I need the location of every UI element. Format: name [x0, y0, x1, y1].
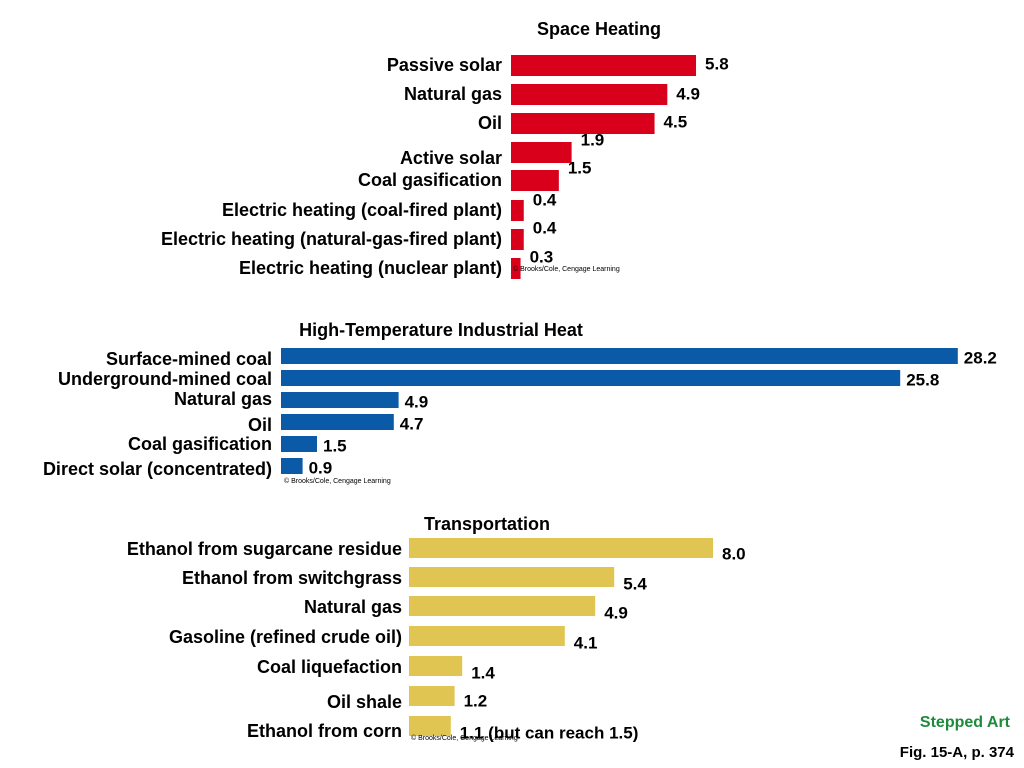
- category-label: Electric heating (natural-gas-fired plan…: [161, 229, 502, 249]
- chart-title: High-Temperature Industrial Heat: [299, 320, 583, 340]
- category-label: Ethanol from corn: [247, 721, 402, 741]
- category-label: Oil shale: [327, 692, 402, 712]
- bar: [409, 656, 463, 676]
- category-label: Natural gas: [404, 84, 502, 104]
- category-label: Gasoline (refined crude oil): [169, 627, 402, 647]
- value-label: 0.3: [530, 247, 554, 266]
- chart-title: Transportation: [424, 514, 550, 534]
- category-label: Ethanol from switchgrass: [182, 568, 402, 588]
- value-label: 1.5: [568, 158, 592, 177]
- category-label: Coal gasification: [128, 434, 272, 454]
- value-label: 1.5: [323, 436, 347, 455]
- bar: [511, 113, 655, 134]
- category-label: Oil: [248, 415, 272, 435]
- bar: [511, 55, 697, 76]
- category-label: Oil: [478, 113, 502, 133]
- category-label: Active solar: [400, 148, 502, 168]
- value-label: 1.9: [581, 130, 605, 149]
- value-label: 0.9: [309, 458, 333, 477]
- bar: [511, 170, 559, 191]
- value-label: 1.1 (but can reach 1.5): [460, 723, 639, 742]
- value-label: 4.5: [664, 112, 688, 131]
- bar: [409, 686, 455, 706]
- value-label: 1.4: [471, 663, 495, 682]
- category-label: Electric heating (coal-fired plant): [222, 200, 502, 220]
- copyright-credit: © Brooks/Cole, Cengage Learning: [284, 477, 391, 485]
- category-label: Coal gasification: [358, 170, 502, 190]
- bar: [281, 414, 394, 430]
- bar: [511, 142, 572, 163]
- category-label: Natural gas: [174, 389, 272, 409]
- bar: [281, 436, 317, 452]
- value-label: 5.4: [623, 574, 647, 593]
- value-label: 0.4: [533, 190, 557, 209]
- value-label: 4.9: [405, 392, 429, 411]
- value-label: 5.8: [705, 54, 729, 73]
- category-label: Coal liquefaction: [257, 657, 402, 677]
- bar: [409, 538, 713, 558]
- stepped-art-label: Stepped Art: [919, 714, 1010, 731]
- bar: [511, 200, 524, 221]
- value-label: 4.9: [676, 84, 700, 103]
- bar: [409, 596, 596, 616]
- value-label: 4.9: [604, 603, 628, 622]
- category-label: Ethanol from sugarcane residue: [127, 539, 402, 559]
- bar: [409, 716, 451, 736]
- value-label: 4.7: [400, 414, 424, 433]
- bar: [511, 229, 524, 250]
- bar: [409, 567, 615, 587]
- bar: [281, 458, 303, 474]
- bar: [409, 626, 565, 646]
- category-label: Surface-mined coal: [106, 349, 272, 369]
- category-label: Underground-mined coal: [58, 369, 272, 389]
- copyright-credit: © Brooks/Cole, Cengage Learning: [411, 734, 518, 742]
- bar: [511, 258, 521, 279]
- value-label: 25.8: [906, 370, 939, 389]
- figure-reference: Fig. 15-A, p. 374: [899, 744, 1014, 761]
- category-label: Natural gas: [304, 597, 402, 617]
- value-label: 4.1: [574, 633, 598, 652]
- copyright-credit: © Brooks/Cole, Cengage Learning: [513, 265, 620, 273]
- bar: [281, 348, 958, 364]
- value-label: 28.2: [964, 348, 997, 367]
- category-label: Passive solar: [387, 55, 502, 75]
- category-label: Electric heating (nuclear plant): [239, 258, 502, 278]
- bar: [281, 392, 399, 408]
- value-label: 1.2: [464, 691, 488, 710]
- value-label: 8.0: [722, 544, 746, 563]
- chart-title: Space Heating: [537, 19, 661, 39]
- category-label: Direct solar (concentrated): [43, 459, 272, 479]
- value-label: 0.4: [533, 218, 557, 237]
- bar: [281, 370, 901, 386]
- bar: [511, 84, 668, 105]
